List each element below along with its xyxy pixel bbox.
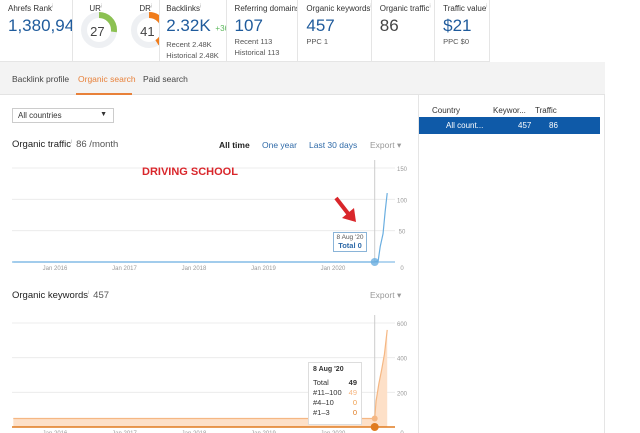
y-tick-label: 0 xyxy=(400,266,404,272)
col-country[interactable]: Country xyxy=(432,106,461,115)
dr-value: 41 xyxy=(140,24,155,39)
metric-referring-domains[interactable]: Referring domainsi 107 Recent 113 Histor… xyxy=(227,0,299,62)
keywords-tooltip: 8 Aug '20 Total 49 #11–100 49 #4–10 0 #1–3 0 xyxy=(308,362,362,425)
x-tick-label: Jan 2016 xyxy=(43,431,68,433)
x-tick-label: Jan 2019 xyxy=(251,431,276,433)
tab-backlink-profile[interactable]: Backlink profile xyxy=(12,74,70,84)
dr-gauge: DRi 41 xyxy=(129,4,160,58)
ur-value: 27 xyxy=(90,24,105,39)
table-row[interactable]: All count... 457 86 xyxy=(419,117,600,134)
keywords-heading: Organic keywordsi 457 xyxy=(12,290,110,302)
y-tick-label: 50 xyxy=(399,230,406,236)
range-all-time[interactable]: All time xyxy=(219,140,250,150)
hover-point xyxy=(370,258,379,266)
metric-traffic-value: Traffic valuei $21 PPC $0 xyxy=(435,0,490,62)
y-tick-label: 150 xyxy=(397,167,408,173)
caret-down-icon: ▼ xyxy=(100,111,107,118)
traffic-value: $21 xyxy=(443,16,472,35)
red-arrow-icon xyxy=(334,196,356,222)
metric-ahrefs-rank: Ahrefs Ranki 1,380,946 xyxy=(0,0,74,62)
traffic-value-month: 86 /month xyxy=(76,139,119,151)
ahrefs-rank-value: 1,380,946 xyxy=(8,16,74,35)
hover-point xyxy=(370,423,379,431)
metric-gauges: URi 27 DRi 41 xyxy=(73,0,161,62)
driving-school-annotation: DRIVING SCHOOL xyxy=(142,166,238,178)
label: Ahrefs Rank xyxy=(8,4,53,13)
range-last-30-days[interactable]: Last 30 days xyxy=(309,140,358,150)
y-tick-label: 200 xyxy=(397,391,408,397)
y-tick-label: 100 xyxy=(397,198,408,204)
y-tick-label: 0 xyxy=(400,431,404,433)
x-tick-label: Jan 2017 xyxy=(112,431,137,433)
x-tick-label: Jan 2019 xyxy=(251,266,276,272)
active-tab-indicator xyxy=(76,93,132,95)
country-select[interactable]: All countries ▼ xyxy=(12,108,114,123)
backlinks-recent: Recent 2.48K xyxy=(166,40,212,49)
cell-keywords: 457 xyxy=(518,121,532,130)
metric-organic-traffic[interactable]: Organic traffici 86 xyxy=(372,0,436,62)
referring-domains-value[interactable]: 107 xyxy=(234,16,263,35)
gauge-fill xyxy=(131,12,160,48)
ref-recent: Recent 113 xyxy=(234,37,273,46)
backlinks-value[interactable]: 2.32K xyxy=(166,16,211,35)
traffic-chart: 0 50 100 150 Jan 2016 Jan 2017 Jan 2018 Jan 201… xyxy=(12,160,408,272)
keywords-chart: 0 200 400 600 Jan 2016 Jan 2017 Jan 2018 Jan 20… xyxy=(12,315,408,433)
organic-keywords-value[interactable]: 457 xyxy=(306,16,335,35)
tab-organic-search[interactable]: Organic search xyxy=(78,74,136,84)
x-tick-label: Jan 2016 xyxy=(43,266,68,272)
col-traffic[interactable]: Traffic xyxy=(535,106,557,115)
organic-traffic-value[interactable]: 86 xyxy=(379,16,399,35)
keywords-count: 457 xyxy=(93,290,110,302)
ppc-value: PPC $0 xyxy=(443,37,469,46)
cell-country: All count... xyxy=(446,121,484,130)
hover-point-top xyxy=(371,415,378,422)
ref-historical: Historical 113 xyxy=(234,48,280,57)
x-tick-label: Jan 2018 xyxy=(182,431,207,433)
range-one-year[interactable]: One year xyxy=(262,140,297,150)
col-keywords[interactable]: Keywor... xyxy=(493,106,526,115)
country-panel xyxy=(418,95,605,433)
gauge-fill xyxy=(81,12,118,48)
ur-gauge: URi 27 xyxy=(79,4,123,58)
tabs-bar: Backlink profile Organic search Paid sea… xyxy=(0,62,605,95)
tab-paid-search[interactable]: Paid search xyxy=(143,74,188,84)
x-tick-label: Jan 2017 xyxy=(112,266,137,272)
keywords-export-button[interactable]: Export ▾ xyxy=(370,290,402,300)
ppc-keywords: PPC 1 xyxy=(306,37,329,46)
x-tick-label: Jan 2020 xyxy=(321,431,346,433)
metric-backlinks[interactable]: Backlinksi 2.32K +36 Recent 2.48K Histor… xyxy=(160,0,227,62)
traffic-heading: Organic traffici 86 /month xyxy=(12,139,119,151)
x-tick-label: Jan 2020 xyxy=(321,266,346,272)
metrics-bar: Ahrefs Ranki 1,380,946 URi 27 DRi 41 Bac… xyxy=(0,0,490,62)
traffic-tooltip: 8 Aug '20 Total 0 xyxy=(333,232,367,252)
x-tick-label: Jan 2018 xyxy=(182,266,207,272)
metric-organic-keywords[interactable]: Organic keywordsi 457 PPC 1 xyxy=(298,0,372,62)
backlinks-delta: +36 xyxy=(215,24,225,33)
traffic-export-button[interactable]: Export ▾ xyxy=(370,140,402,150)
backlinks-historical: Historical 2.48K xyxy=(166,51,219,60)
y-tick-label: 400 xyxy=(397,357,408,363)
cell-traffic: 86 xyxy=(549,121,558,130)
y-tick-label: 600 xyxy=(397,322,408,328)
